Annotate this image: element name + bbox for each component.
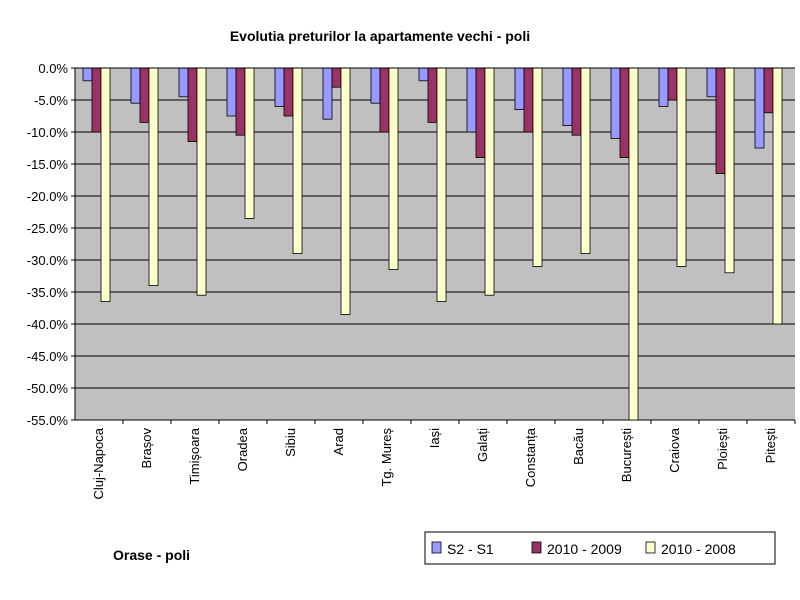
chart-title: Evolutia preturilor la apartamente vechi… xyxy=(230,28,530,44)
bar xyxy=(235,67,246,136)
category-label: Pitești xyxy=(763,428,778,464)
bar xyxy=(283,67,294,117)
bar xyxy=(715,67,726,174)
bar xyxy=(562,67,573,126)
category-label: Tg. Mureș xyxy=(379,428,394,487)
category-label: Ploiești xyxy=(715,428,730,470)
bar xyxy=(187,67,198,142)
bar xyxy=(82,67,93,82)
y-tick-label: -30.0% xyxy=(27,253,69,268)
bar xyxy=(619,67,630,158)
bar xyxy=(667,67,678,101)
bar xyxy=(571,67,582,136)
bar xyxy=(418,67,429,82)
bar xyxy=(100,67,111,303)
bar xyxy=(484,67,495,296)
bar xyxy=(388,67,399,271)
category-label: Galați xyxy=(475,428,490,462)
bar xyxy=(427,67,438,123)
category-label: Arad xyxy=(331,428,346,455)
category-label: Bacău xyxy=(571,428,586,465)
y-tick-label: -25.0% xyxy=(27,221,69,236)
legend-label: S2 - S1 xyxy=(447,541,494,557)
bar xyxy=(658,67,669,107)
bar xyxy=(130,67,141,104)
bar xyxy=(322,67,333,120)
bar xyxy=(532,67,543,267)
bar xyxy=(436,67,447,303)
bar xyxy=(331,67,342,88)
bar xyxy=(91,67,102,133)
y-tick-label: 0.0% xyxy=(38,61,68,76)
bar xyxy=(196,67,207,296)
y-tick-label: -15.0% xyxy=(27,157,69,172)
bar xyxy=(226,67,237,117)
y-tick-label: -55.0% xyxy=(27,413,69,428)
category-label: Craiova xyxy=(667,427,682,473)
bar xyxy=(514,67,525,110)
bar xyxy=(475,67,486,158)
bar xyxy=(139,67,150,123)
y-tick-label: -5.0% xyxy=(34,93,68,108)
legend: S2 - S1 2010 - 2009 2010 - 2008 xyxy=(424,531,776,565)
bar xyxy=(379,67,390,133)
legend-label: 2010 - 2009 xyxy=(547,541,622,557)
category-label: Timișoara xyxy=(187,427,202,484)
category-label: Sibiu xyxy=(283,428,298,457)
legend-box xyxy=(424,531,776,565)
bar xyxy=(706,67,717,98)
bar xyxy=(628,67,639,421)
y-tick-label: -40.0% xyxy=(27,317,69,332)
y-axis-ticks: 0.0% -5.0% -10.0% -15.0% -20.0% -25.0% -30.0% -… xyxy=(27,61,75,428)
category-label: București xyxy=(619,428,634,482)
bar xyxy=(370,67,381,104)
bar xyxy=(292,67,303,255)
y-tick-label: -45.0% xyxy=(27,349,69,364)
category-label: Brașov xyxy=(139,428,154,469)
bar xyxy=(244,67,255,219)
bar xyxy=(754,67,765,149)
bar xyxy=(178,67,189,98)
x-axis-label: Orase - poli xyxy=(113,547,190,563)
y-tick-label: -10.0% xyxy=(27,125,69,140)
legend-swatch xyxy=(431,541,442,554)
bar xyxy=(523,67,534,133)
bar xyxy=(763,67,774,114)
x-axis-categories: Cluj-Napoca Brașov Timișoara Oradea Sibiu Ara… xyxy=(91,420,796,500)
bar xyxy=(580,67,591,255)
bar xyxy=(148,67,159,287)
y-tick-label: -35.0% xyxy=(27,285,69,300)
bar xyxy=(340,67,351,315)
bar xyxy=(772,67,783,325)
bar xyxy=(466,67,477,133)
bar xyxy=(274,67,285,107)
y-tick-label: -20.0% xyxy=(27,189,69,204)
bar xyxy=(610,67,621,139)
bar xyxy=(676,67,687,267)
legend-label: 2010 - 2008 xyxy=(661,541,736,557)
bar xyxy=(724,67,735,274)
category-label: Cluj-Napoca xyxy=(91,427,106,499)
legend-swatch xyxy=(531,541,542,554)
y-tick-label: -50.0% xyxy=(27,381,69,396)
category-label: Constanța xyxy=(523,427,538,487)
category-label: Oradea xyxy=(235,427,250,471)
legend-swatch xyxy=(645,541,656,554)
category-label: Iași xyxy=(427,428,442,448)
